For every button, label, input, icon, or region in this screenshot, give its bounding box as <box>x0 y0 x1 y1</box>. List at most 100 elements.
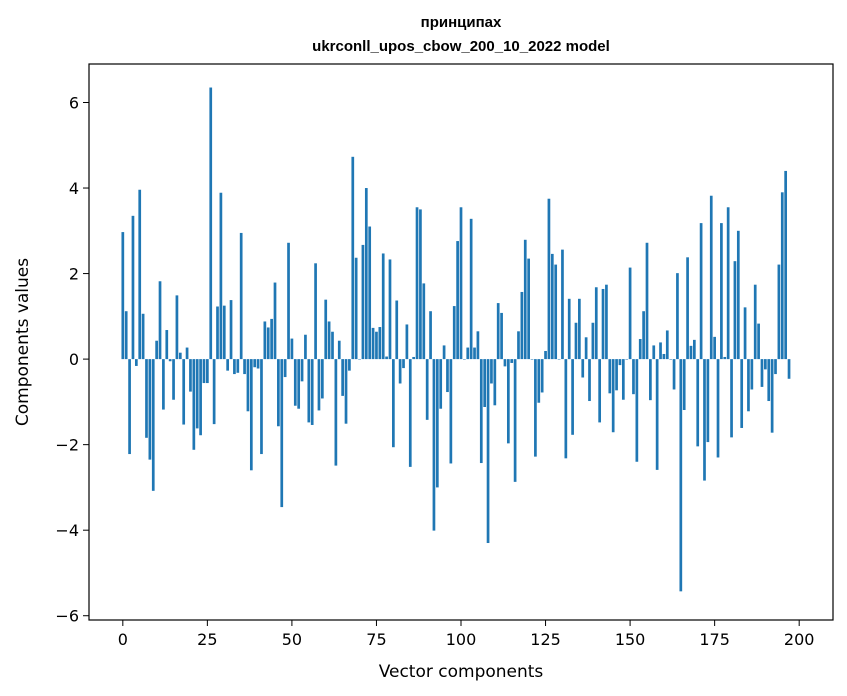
bar-19 <box>185 347 189 360</box>
bar-101 <box>463 359 466 360</box>
bar-166 <box>682 359 686 411</box>
bar-172 <box>703 359 706 481</box>
bar-100 <box>459 207 463 360</box>
bar-159 <box>659 342 662 360</box>
x-axis-ticks: 0 25 50 75 100 125 150 175 200 <box>118 620 814 649</box>
bar-95 <box>442 345 446 360</box>
bar-72 <box>364 188 368 360</box>
bar-122 <box>534 359 537 457</box>
bar-118 <box>520 291 524 360</box>
bar-26 <box>209 87 213 360</box>
bar-182 <box>736 230 740 360</box>
bar-186 <box>750 359 754 390</box>
bar-51 <box>293 359 297 406</box>
bar-97 <box>449 359 453 464</box>
bar-170 <box>696 359 700 447</box>
bar-53 <box>300 359 304 382</box>
bar-163 <box>672 359 676 390</box>
bar-14 <box>168 359 172 362</box>
bar-9 <box>151 359 155 491</box>
x-tick-label-175: 175 <box>699 630 730 649</box>
bar-62 <box>331 331 334 360</box>
bar-178 <box>723 356 727 360</box>
bar-188 <box>757 323 760 360</box>
bar-65 <box>341 359 344 396</box>
bar-109 <box>490 359 493 384</box>
bar-96 <box>446 359 449 393</box>
bar-57 <box>314 263 317 360</box>
bar-25 <box>206 359 209 384</box>
bar-160 <box>662 353 666 360</box>
x-tick-label-100: 100 <box>446 630 477 649</box>
bar-43 <box>266 327 270 360</box>
bar-102 <box>466 347 470 360</box>
bar-20 <box>189 359 192 392</box>
bar-42 <box>263 321 267 360</box>
bar-99 <box>456 241 459 360</box>
y-axis-label: Components values <box>13 258 33 426</box>
bar-49 <box>287 242 290 360</box>
bar-10 <box>155 340 158 360</box>
bar-69 <box>354 257 358 360</box>
chart-title: принципах <box>421 14 502 31</box>
bar-148 <box>621 359 625 400</box>
bar-171 <box>699 223 703 360</box>
bar-131 <box>564 359 568 459</box>
bar-28 <box>216 306 219 360</box>
bar-150 <box>628 267 632 360</box>
bar-1 <box>124 311 128 360</box>
bar-194 <box>777 264 781 360</box>
bar-180 <box>730 359 733 438</box>
bar-197 <box>787 359 791 379</box>
y-tick-label-0: 0 <box>69 350 79 369</box>
bar-32 <box>229 300 233 360</box>
bar-45 <box>273 282 277 360</box>
bar-86 <box>412 356 416 360</box>
bar-117 <box>517 331 520 360</box>
bar-0 <box>121 232 125 360</box>
bar-4 <box>134 359 138 366</box>
bar-56 <box>310 359 314 425</box>
bar-105 <box>476 331 480 360</box>
x-tick-label-0: 0 <box>118 630 128 649</box>
bar-110 <box>493 359 497 406</box>
bar-88 <box>419 209 422 360</box>
bar-156 <box>649 359 652 401</box>
bar-59 <box>320 359 324 399</box>
bar-165 <box>679 359 683 592</box>
bar-152 <box>635 359 639 462</box>
bar-2 <box>128 359 131 455</box>
bar-92 <box>432 359 436 531</box>
bar-75 <box>375 331 378 360</box>
bar-52 <box>297 359 301 409</box>
bar-24 <box>202 359 206 384</box>
bar-66 <box>344 359 348 424</box>
bar-33 <box>233 359 236 375</box>
bar-123 <box>537 359 541 403</box>
bar-64 <box>337 340 341 360</box>
bar-13 <box>165 330 169 360</box>
bar-36 <box>243 359 246 375</box>
bar-162 <box>669 359 673 360</box>
bar-175 <box>713 336 716 360</box>
bar-108 <box>486 359 490 544</box>
bar-187 <box>753 284 757 360</box>
bar-94 <box>439 359 443 409</box>
bar-106 <box>479 359 483 464</box>
bar-70 <box>358 359 361 360</box>
bar-140 <box>594 287 598 360</box>
bar-31 <box>226 359 230 371</box>
bar-18 <box>182 359 186 425</box>
bar-85 <box>408 359 412 467</box>
bar-74 <box>371 327 375 360</box>
bar-55 <box>307 359 311 423</box>
bar-41 <box>260 359 263 455</box>
bar-63 <box>334 359 338 466</box>
bar-58 <box>317 359 321 411</box>
x-tick-label-75: 75 <box>366 630 386 649</box>
y-axis-ticks: −6 −4 −2 0 2 4 6 <box>55 93 89 626</box>
bar-143 <box>605 284 608 360</box>
bar-146 <box>615 359 618 391</box>
bar-11 <box>158 281 162 360</box>
bar-16 <box>175 295 179 360</box>
